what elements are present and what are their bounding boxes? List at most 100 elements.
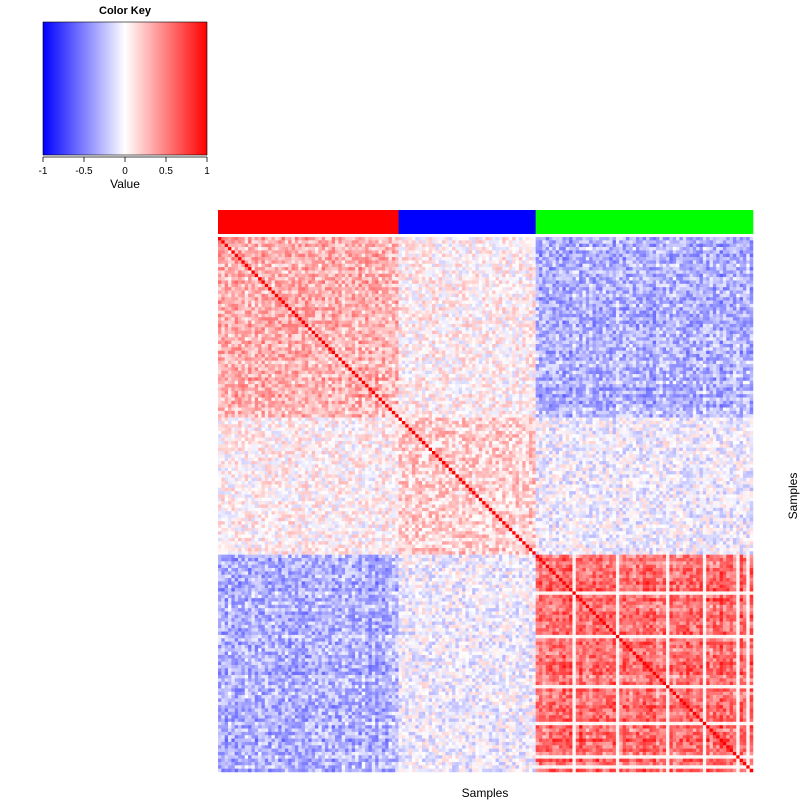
heatmap-cell	[669, 313, 673, 318]
heatmap-cell	[609, 283, 613, 288]
heatmap-cell	[388, 303, 393, 308]
heatmap-cell	[642, 280, 647, 285]
heatmap-cell	[622, 337, 627, 341]
heatmap-cell	[679, 257, 684, 261]
heatmap-cell	[391, 337, 396, 341]
heatmap-cell	[308, 290, 312, 295]
heatmap-cell	[448, 237, 453, 241]
heatmap-cell	[418, 290, 423, 295]
heatmap-cell	[408, 257, 413, 261]
heatmap-cell	[418, 240, 423, 244]
heatmap-cell	[224, 273, 229, 278]
heatmap-cell	[736, 283, 740, 288]
heatmap-cell	[719, 243, 724, 248]
heatmap-cell	[662, 297, 667, 301]
heatmap-cell	[298, 277, 302, 281]
heatmap-cell	[549, 307, 553, 311]
heatmap-cell	[495, 273, 500, 278]
heatmap-cell	[251, 243, 256, 248]
heatmap-cell	[361, 283, 366, 288]
heatmap-cell	[284, 317, 289, 321]
heatmap-cell	[562, 243, 566, 248]
heatmap-cell	[331, 273, 336, 278]
heatmap-cell	[241, 243, 245, 248]
heatmap-cell	[515, 287, 520, 291]
heatmap-cell	[699, 307, 704, 311]
heatmap-cell	[582, 240, 587, 244]
heatmap-cell	[221, 337, 225, 341]
heatmap-cell	[502, 300, 506, 305]
heatmap-cell	[224, 257, 229, 261]
heatmap-cell	[632, 300, 637, 305]
heatmap-cell	[595, 273, 600, 278]
heatmap-cell	[609, 310, 613, 315]
heatmap-cell	[729, 323, 734, 328]
heatmap-cell	[599, 277, 603, 281]
heatmap-cell	[609, 260, 613, 264]
heatmap-cell	[478, 240, 483, 244]
heatmap-cell	[692, 243, 697, 248]
heatmap-cell	[485, 323, 490, 328]
heatmap-cell	[432, 263, 436, 268]
heatmap-cell	[719, 323, 724, 328]
heatmap-cell	[408, 310, 413, 315]
heatmap-cell	[592, 240, 597, 244]
heatmap-cell	[311, 250, 316, 254]
heatmap-cell	[589, 280, 593, 285]
heatmap-cell	[726, 280, 730, 285]
heatmap-cell	[462, 283, 466, 288]
heatmap-cell	[328, 257, 332, 261]
heatmap-cell	[635, 250, 640, 254]
heatmap-cell	[465, 247, 470, 251]
heatmap-cell	[455, 333, 459, 338]
heatmap-cell	[699, 297, 704, 301]
heatmap-cell	[264, 300, 269, 305]
heatmap-cell	[264, 313, 269, 318]
heatmap-cell	[542, 307, 546, 311]
heatmap-cell	[525, 330, 530, 335]
heatmap-cell	[281, 323, 286, 328]
heatmap-cell	[599, 327, 603, 331]
heatmap-cell	[304, 307, 309, 311]
heatmap-cell	[432, 270, 436, 275]
heatmap-cell	[712, 260, 717, 264]
heatmap-cell	[448, 257, 453, 261]
heatmap-cell	[719, 320, 724, 325]
heatmap-cell	[231, 283, 235, 288]
heatmap-cell	[401, 243, 406, 248]
heatmap-cell	[294, 273, 299, 278]
heatmap-cell	[732, 260, 737, 264]
heatmap-cell	[224, 310, 229, 315]
heatmap-cell	[749, 337, 754, 341]
heatmap-cell	[375, 267, 379, 271]
heatmap-cell	[522, 270, 526, 275]
heatmap-cell	[244, 327, 249, 331]
heatmap-cell	[525, 253, 530, 258]
heatmap-cell	[676, 297, 680, 301]
heatmap-cell	[646, 327, 650, 331]
heatmap-cell	[311, 313, 316, 318]
heatmap-cell	[656, 240, 660, 244]
heatmap-cell	[425, 337, 429, 341]
heatmap-cell	[656, 283, 660, 288]
heatmap-cell	[388, 283, 393, 288]
heatmap-cell	[642, 337, 647, 341]
heatmap-cell	[341, 240, 346, 244]
heatmap-cell	[552, 260, 556, 264]
heatmap-cell	[716, 307, 720, 311]
heatmap-cell	[502, 313, 506, 318]
heatmap-cell	[692, 310, 697, 315]
heatmap-cell	[709, 313, 714, 318]
heatmap-cell	[321, 277, 326, 281]
heatmap-cell	[425, 247, 429, 251]
heatmap-cell	[716, 280, 720, 285]
heatmap-cell	[549, 240, 553, 244]
heatmap-cell	[321, 313, 326, 318]
heatmap-cell	[542, 333, 546, 338]
heatmap-cell	[615, 293, 620, 298]
heatmap-cell	[732, 293, 737, 298]
heatmap-cell	[298, 317, 302, 321]
heatmap-cell	[512, 290, 516, 295]
heatmap-cell	[248, 300, 252, 305]
heatmap-cell	[241, 250, 245, 254]
